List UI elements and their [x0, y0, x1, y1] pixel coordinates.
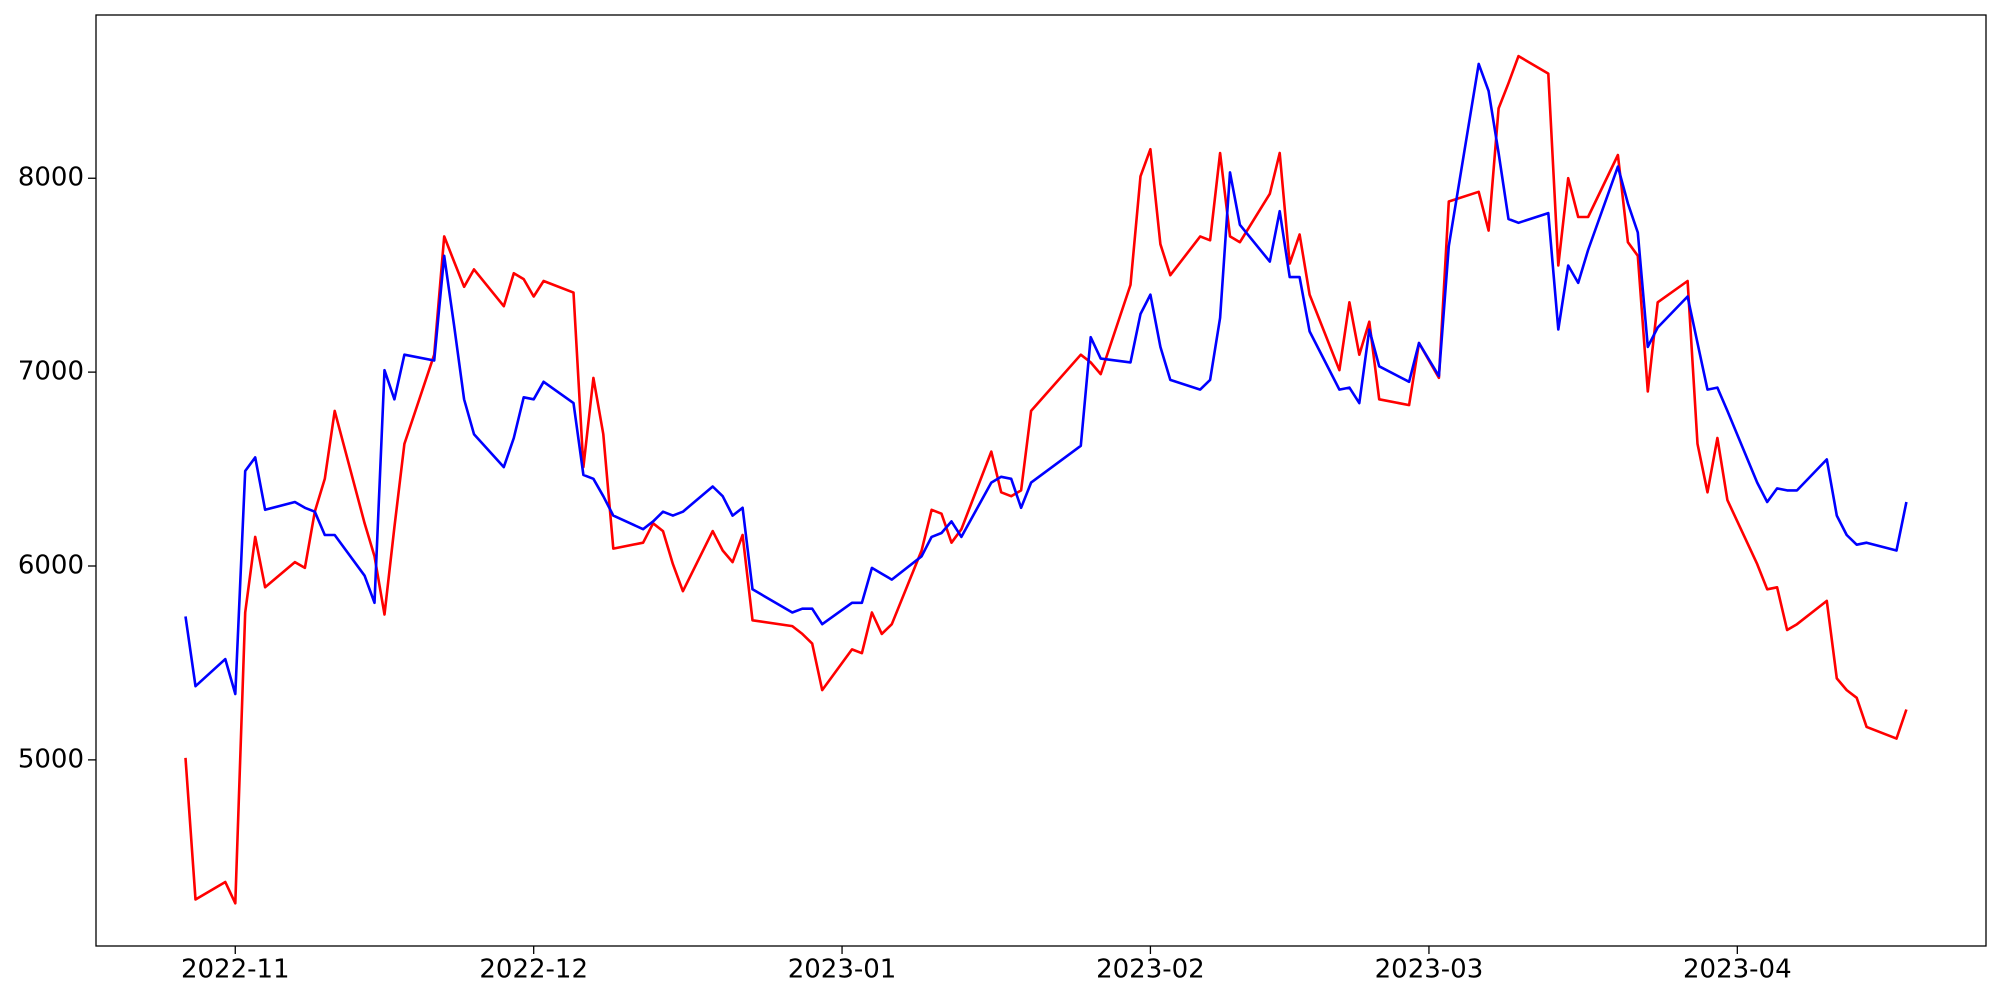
y-tick-label: 6000 [18, 551, 84, 581]
x-tick-label: 2022-12 [479, 955, 588, 985]
y-tick-label: 7000 [18, 357, 84, 387]
x-tick-label: 2022-11 [181, 955, 290, 985]
x-tick-label: 2023-03 [1375, 955, 1484, 985]
y-tick-label: 8000 [18, 163, 84, 193]
x-tick-label: 2023-01 [788, 955, 897, 985]
y-tick-label: 5000 [18, 744, 84, 774]
x-tick-label: 2023-02 [1096, 955, 1205, 985]
series-line [184, 62, 1908, 696]
x-tick-label: 2023-04 [1683, 955, 1792, 985]
plot-frame [95, 14, 1987, 947]
series-line [184, 54, 1908, 905]
